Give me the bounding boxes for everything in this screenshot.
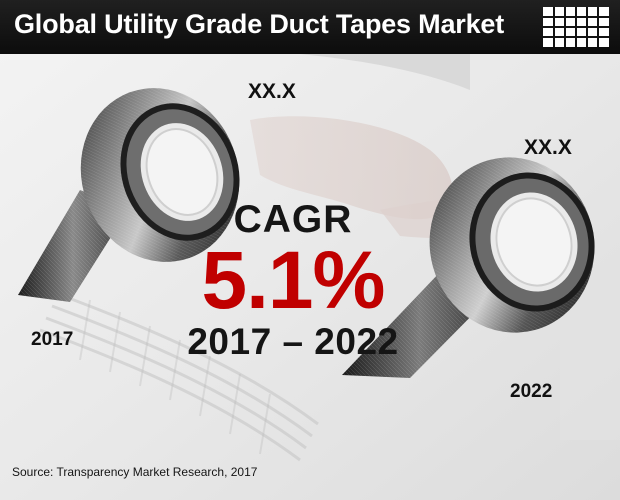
year-label-2017: 2017 [31,329,74,350]
cagr-value: 5.1% [201,235,386,326]
title-bar: Global Utility Grade Duct Tapes Market [0,0,620,54]
source-note: Source: Transparency Market Research, 20… [12,465,258,479]
cagr-period: 2017 – 2022 [187,321,399,362]
cagr-label: CAGR [233,198,353,241]
page-title: Global Utility Grade Duct Tapes Market [14,9,505,39]
cagr-block: CAGR 5.1% 2017 – 2022 [178,198,408,364]
year-label-2022: 2022 [510,381,553,402]
value-label-2022: XX.X [524,136,572,159]
duct-tape-roll-2022 [342,157,595,378]
grid-icon [543,7,609,47]
duct-tape-roll-2017 [18,88,240,302]
value-label-2017: XX.X [248,80,296,103]
